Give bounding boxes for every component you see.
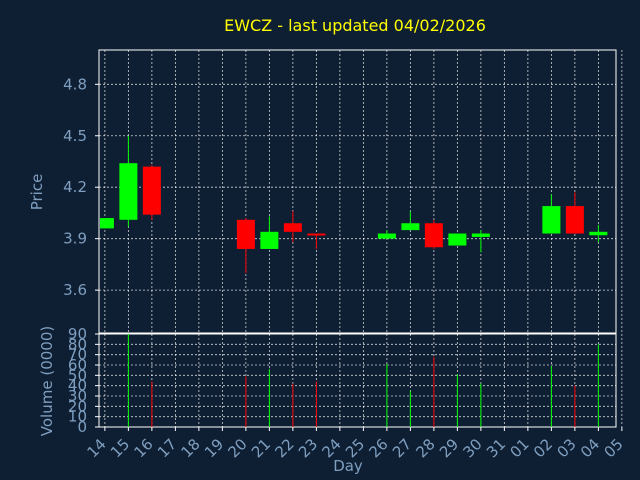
price-tick-label: 4.2	[63, 178, 87, 196]
candle-body	[377, 233, 396, 239]
day-tick-label: 31	[483, 435, 509, 461]
candle-body	[565, 206, 584, 234]
day-tick-labels: 1415161718192021222324252627282930310102…	[83, 427, 627, 461]
day-tick-label: 14	[83, 435, 109, 461]
day-axis-label: Day	[333, 457, 363, 475]
day-tick-label: 16	[130, 435, 156, 461]
candle-body	[236, 219, 255, 249]
volume-tick-label: 10	[68, 408, 87, 426]
candle-body	[471, 233, 490, 237]
day-tick-label: 30	[459, 435, 485, 461]
day-tick-label: 22	[271, 435, 297, 461]
day-tick-label: 27	[389, 435, 415, 461]
day-tick-label: 02	[530, 435, 556, 461]
price-tick-label: 4.5	[63, 127, 87, 145]
chart-title: EWCZ - last updated 04/02/2026	[224, 16, 486, 35]
day-tick-label: 28	[412, 435, 438, 461]
volume-tick-label: 40	[68, 377, 87, 395]
day-tick-label: 03	[553, 435, 579, 461]
candle-body	[307, 233, 326, 236]
volume-plot-frame	[98, 333, 617, 428]
day-tick-label: 04	[577, 435, 603, 461]
volume-tick-label: 50	[68, 366, 87, 384]
volume-tick-label: 90	[68, 325, 87, 343]
price-tick-label: 4.8	[63, 75, 87, 93]
price-tick-label: 3.6	[63, 281, 87, 299]
candle-body	[142, 166, 161, 215]
candle-body	[424, 223, 443, 248]
candle-body	[589, 231, 608, 236]
candle-body	[260, 231, 279, 249]
price-axis-label: Price	[28, 174, 46, 211]
volume-tick-label: 0	[77, 418, 87, 436]
day-tick-label: 01	[506, 435, 532, 461]
price-tick-label: 3.9	[63, 230, 87, 248]
candle-body	[100, 218, 114, 229]
day-tick-label: 26	[365, 435, 391, 461]
candle-body	[542, 206, 561, 234]
day-tick-label: 17	[154, 435, 180, 461]
volume-tick-label: 80	[68, 335, 87, 353]
day-tick-label: 15	[107, 435, 133, 461]
day-tick-label: 18	[177, 435, 203, 461]
candle-body	[401, 223, 420, 231]
candle-body	[448, 233, 467, 246]
candle-body	[283, 223, 302, 232]
candle-body	[119, 163, 138, 220]
day-tick-label: 19	[201, 435, 227, 461]
price-plot-frame	[98, 49, 617, 334]
price-panel: 3.6 3.9 4.2 4.5 4.8	[63, 49, 623, 334]
volume-tick-label: 60	[68, 356, 87, 374]
volume-tick-label: 20	[68, 397, 87, 415]
day-tick-label: 20	[224, 435, 250, 461]
volume-axis-label: Volume (0000)	[38, 326, 56, 436]
day-tick-label: 05	[600, 435, 626, 461]
volume-tick-label: 70	[68, 346, 87, 364]
volume-tick-label: 30	[68, 387, 87, 405]
day-tick-label: 29	[436, 435, 462, 461]
day-tick-label: 23	[295, 435, 321, 461]
day-tick-label: 21	[248, 435, 274, 461]
